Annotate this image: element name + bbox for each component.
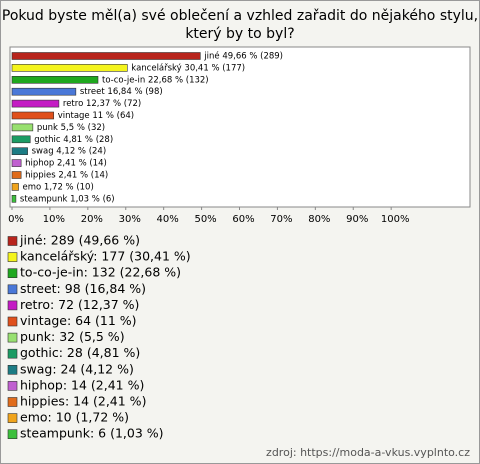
data-label: emo 1,72 % (10) [23,182,94,192]
legend-label: street: 98 (16,84 %) [20,281,146,296]
bar [11,147,28,155]
x-tick-label: 60% [232,214,254,225]
data-label: vintage 11 % (64) [58,111,134,121]
legend-swatch [7,429,18,440]
bar [11,52,201,60]
bar [11,171,22,179]
plot-area [9,46,471,208]
data-label: steampunk 1,03 % (6) [20,194,115,204]
legend-label: retro: 72 (12,37 %) [20,297,139,312]
chart-title: Pokud byste měl(a) své oblečení a vzhled… [2,8,478,24]
legend-swatch [7,332,18,343]
legend-swatch [7,316,18,327]
data-label: hippies 2,41 % (14) [25,171,108,181]
legend-label: punk: 32 (5,5 %) [20,329,125,344]
data-label: to-co-je-in 22,68 % (132) [102,75,209,85]
legend-swatch [7,252,18,262]
bar [11,159,22,167]
x-tick-label: 20% [81,214,103,225]
legend-swatch [7,397,18,407]
x-tick-label: 80% [308,214,330,225]
data-label: gothic 4,81 % (28) [34,135,113,145]
legend-swatch [7,300,18,311]
x-tick-label: 90% [346,214,368,225]
source: zdroj: https://moda-a-vkus.vyplnto.cz [266,446,470,459]
bar [11,99,60,108]
data-label: jiné 49,66 % (289) [203,51,283,62]
legend-label: vintage: 64 (11 %) [20,313,137,328]
legend-swatch [7,348,18,359]
legend-swatch [7,413,18,423]
x-tick-label: 40% [157,214,179,225]
legend-label: hippies: 14 (2,41 %) [20,394,146,409]
legend-swatch [7,364,18,375]
x-tick-label: 100% [381,214,410,225]
data-label: street 16,84 % (98) [80,87,163,97]
chart-title: který by to byl? [185,26,294,42]
legend-label: hiphop: 14 (2,41 %) [20,377,144,392]
legend-label: to-co-je-in: 132 (22,68 %) [20,265,181,280]
bar [11,183,19,191]
data-label: hiphop 2,41 % (14) [25,159,107,169]
legend-label: steampunk: 6 (1,03 %) [20,426,164,441]
data-label: punk 5,5 % (32) [37,123,105,133]
data-label: kancelářský 30,41 % (177) [131,63,245,73]
x-tick-label: 10% [43,214,65,225]
data-label: retro 12,37 % (72) [63,99,141,109]
data-label: swag 4,12 % (24) [32,147,107,157]
legend-swatch [7,284,18,295]
legend-swatch [7,268,18,279]
bar [11,111,55,120]
legend-label: gothic: 28 (4,81 %) [20,345,140,360]
bar [11,123,34,132]
x-tick-label: 70% [270,214,292,225]
legend-label: jiné: 289 (49,66 %) [19,233,140,248]
x-tick-label: 50% [194,214,216,225]
bar [11,76,99,84]
x-tick-label: 30% [119,214,141,225]
x-tick-label: 0% [8,214,24,225]
legend-label: kancelářský: 177 (30,41 %) [20,249,191,264]
bar [11,64,128,72]
bar [11,135,31,144]
bar [11,195,17,203]
legend-label: emo: 10 (1,72 %) [20,410,129,425]
legend-label: swag: 24 (4,12 %) [20,361,134,376]
legend-swatch [7,236,18,246]
bar [11,87,77,96]
legend-swatch [7,381,18,391]
